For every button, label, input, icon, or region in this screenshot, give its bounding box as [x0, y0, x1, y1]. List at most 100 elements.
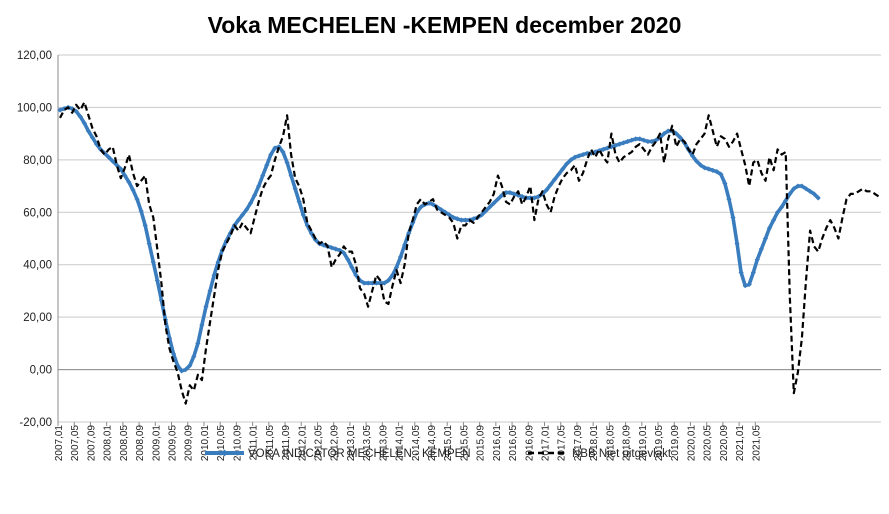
data-point-voka	[612, 142, 619, 149]
data-point-voka	[264, 162, 270, 168]
x-tick-label: 2019,01	[638, 425, 649, 462]
data-point-voka	[491, 200, 497, 206]
data-point-voka	[742, 283, 748, 289]
data-point-voka	[730, 214, 736, 221]
data-point-voka	[572, 154, 578, 160]
x-tick-label: 2011,09	[281, 425, 292, 461]
data-point-voka	[191, 353, 197, 360]
x-tick-label: 2008,09	[135, 425, 146, 462]
data-point-voka	[296, 199, 302, 205]
x-tick-label: 2021,01	[735, 425, 746, 462]
x-tick-label: 2011,01	[249, 425, 260, 461]
series-voka	[57, 104, 821, 374]
data-point-voka	[402, 242, 408, 248]
data-point-voka	[815, 195, 821, 201]
x-tick-label: 2021,05	[751, 425, 762, 462]
data-point-voka	[770, 217, 777, 223]
data-point-voka	[385, 277, 392, 284]
data-point-voka	[584, 150, 590, 156]
gridlines	[58, 54, 881, 423]
x-tick-label: 2020,05	[703, 425, 714, 462]
data-point-voka	[811, 191, 817, 197]
data-point-voka	[693, 158, 700, 164]
data-point-voka	[365, 280, 371, 286]
data-point-voka	[450, 214, 456, 221]
x-tick-label: 2018,01	[589, 425, 600, 462]
data-point-voka	[106, 154, 112, 160]
x-tick-label: 2009,01	[151, 425, 162, 462]
legend-label-nbb: NBB Niet uitgevlakt	[572, 448, 672, 460]
data-point-voka	[799, 183, 805, 189]
y-tick-label: 60,00	[23, 207, 52, 219]
x-tick-label: 2018,05	[605, 425, 616, 462]
data-point-voka	[580, 152, 586, 158]
data-point-voka	[560, 166, 566, 172]
data-point-voka	[426, 200, 432, 206]
data-point-voka	[77, 114, 83, 120]
data-point-voka	[722, 180, 728, 187]
data-point-voka	[418, 204, 424, 210]
data-point-voka	[714, 169, 720, 175]
data-point-voka	[215, 259, 221, 265]
data-point-voka	[85, 128, 92, 134]
data-point-voka	[766, 225, 773, 231]
data-point-voka	[479, 212, 485, 218]
data-point-voka	[446, 212, 452, 218]
x-tick-label: 2007,01	[54, 425, 65, 462]
data-point-voka	[410, 220, 416, 226]
data-point-voka	[329, 245, 335, 251]
data-point-voka	[170, 351, 177, 357]
data-point-voka	[564, 161, 570, 167]
data-point-voka	[629, 137, 635, 143]
legend-item-voka: VOKA INDICATOR MECHELEN - KEMPEN	[205, 448, 471, 460]
data-point-voka	[633, 136, 639, 142]
data-point-voka	[734, 241, 740, 247]
data-point-voka	[487, 204, 493, 210]
data-point-voka	[462, 217, 469, 223]
x-tick-label: 2019,09	[670, 425, 681, 462]
x-tick-label: 2009,09	[184, 425, 195, 462]
data-point-voka	[138, 208, 144, 214]
legend-marker-voka	[221, 449, 228, 457]
series-nbb	[59, 101, 880, 405]
x-tick-label: 2016,09	[524, 425, 535, 462]
data-point-voka	[414, 209, 420, 215]
data-point-voka	[247, 200, 254, 206]
data-point-voka	[718, 171, 724, 177]
data-point-voka	[130, 187, 136, 193]
data-point-voka	[183, 366, 189, 373]
x-tick-label: 2008,05	[119, 425, 130, 462]
x-tick-label: 2014,01	[395, 425, 406, 462]
y-tick-label: 20,00	[23, 312, 52, 324]
data-point-voka	[239, 212, 246, 218]
x-tick-label: 2012,05	[313, 425, 324, 462]
data-point-voka	[470, 216, 477, 222]
x-tick-label: 2016,01	[492, 425, 503, 462]
x-tick-label: 2013,09	[378, 425, 389, 462]
data-point-voka	[689, 153, 696, 159]
data-point-voka	[252, 192, 258, 198]
data-point-voka	[89, 134, 96, 141]
data-point-voka	[280, 149, 286, 155]
data-point-voka	[235, 217, 242, 223]
data-point-voka	[710, 167, 716, 173]
data-point-voka	[677, 134, 683, 141]
x-tick-label: 2019,05	[654, 425, 665, 462]
x-tick-label: 2010,09	[232, 425, 243, 462]
data-point-voka	[511, 191, 517, 197]
data-point-voka	[150, 259, 156, 265]
data-point-voka	[308, 230, 314, 236]
data-point-voka	[576, 153, 582, 159]
x-tick-label: 2014,09	[427, 425, 438, 462]
data-point-voka	[397, 254, 404, 260]
data-point-voka	[791, 186, 797, 192]
data-point-voka	[531, 195, 537, 201]
chart-title: Voka MECHELEN -KEMPEN december 2020	[207, 12, 682, 38]
data-point-voka	[620, 140, 627, 146]
data-point-voka	[361, 280, 367, 286]
data-point-voka	[649, 138, 655, 145]
data-point-voka	[803, 186, 809, 192]
data-point-voka	[807, 188, 813, 194]
y-tick-label: 100,00	[17, 102, 52, 114]
data-point-voka	[641, 137, 647, 143]
